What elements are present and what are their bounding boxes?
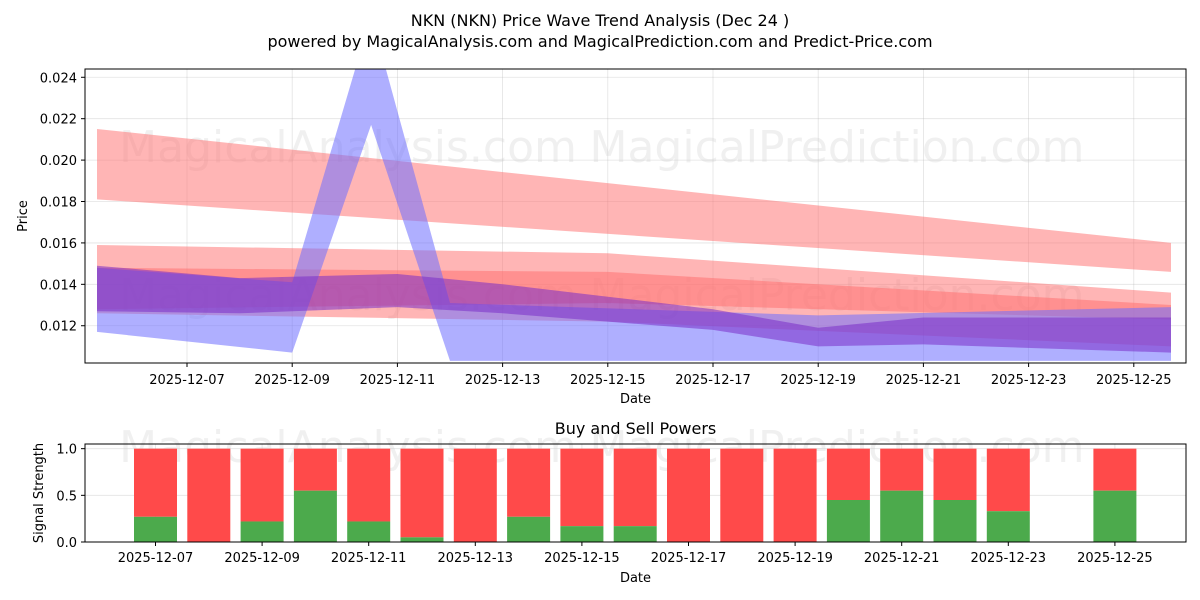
x-tick-label: 2025-12-09 <box>224 551 300 566</box>
x-tick-label: 2025-12-15 <box>544 551 620 566</box>
buy-bar <box>400 537 444 542</box>
sell-bar <box>1093 448 1137 491</box>
x-tick-label: 2025-12-21 <box>864 551 940 566</box>
y-tick-label: 0.020 <box>40 154 77 169</box>
buy-bar <box>880 490 924 542</box>
sell-bar <box>134 448 177 517</box>
wave-band-red-wave-upper <box>97 129 1171 272</box>
x-tick-label: 2025-12-19 <box>757 551 833 566</box>
x-tick-label: 2025-12-07 <box>118 551 194 566</box>
buy-sell-panel: MagicalAnalysis.com MagicalPrediction.com… <box>32 419 1187 586</box>
buy-bar <box>293 490 337 542</box>
y-axis-title: Signal Strength <box>32 443 47 543</box>
buy-bar <box>933 500 977 542</box>
wave-bands <box>97 69 1171 361</box>
x-tick-label: 2025-12-23 <box>971 551 1047 566</box>
y-tick-label: 0.014 <box>40 278 77 293</box>
sell-bar <box>293 448 337 491</box>
sell-bar <box>933 448 977 500</box>
x-tick-label: 2025-12-13 <box>438 551 514 566</box>
x-tick-label: 2025-12-09 <box>254 373 330 388</box>
buy-bar <box>560 526 604 542</box>
y-tick-label: 0.018 <box>40 196 77 211</box>
x-axis-title: Date <box>620 392 651 407</box>
x-tick-label: 2025-12-11 <box>360 373 436 388</box>
sell-bar <box>773 448 817 542</box>
x-tick-label: 2025-12-13 <box>465 373 541 388</box>
sell-bar <box>560 448 604 527</box>
x-tick-label: 2025-12-17 <box>651 551 727 566</box>
sell-bar <box>720 448 764 542</box>
y-tick-label: 0.022 <box>40 113 77 128</box>
y-tick-label: 0.0 <box>56 536 77 551</box>
sell-bar <box>453 448 497 542</box>
sell-bar <box>667 448 710 542</box>
sell-bar <box>826 448 870 500</box>
x-tick-label: 2025-12-11 <box>331 551 407 566</box>
price-wave-panel: MagicalAnalysis.comMagicalPrediction.com… <box>16 68 1187 407</box>
sell-bar <box>347 448 391 522</box>
buy-bar <box>347 521 391 542</box>
x-tick-label: 2025-12-25 <box>1096 373 1172 388</box>
y-tick-label: 1.0 <box>56 443 77 458</box>
buy-bar <box>1093 490 1137 542</box>
sell-bar <box>986 448 1030 512</box>
plot-frame <box>84 443 1187 543</box>
y-tick-label: 0.024 <box>40 71 77 86</box>
x-tick-label: 2025-12-21 <box>886 373 962 388</box>
buy-bar <box>826 500 870 542</box>
x-tick-label: 2025-12-15 <box>570 373 646 388</box>
wave-band-purple-wave <box>97 265 1171 353</box>
sell-bar <box>187 448 231 542</box>
x-tick-label: 2025-12-25 <box>1077 551 1153 566</box>
chart-title: NKN (NKN) Price Wave Trend Analysis (Dec… <box>411 11 790 30</box>
y-tick-label: 0.016 <box>40 237 77 252</box>
sell-bar <box>240 448 284 522</box>
plot-frame <box>84 68 1187 364</box>
y-tick-label: 0.012 <box>40 320 77 335</box>
buy-bar <box>986 511 1030 542</box>
sell-bar <box>507 448 551 517</box>
sell-bar <box>880 448 924 491</box>
watermark-text: MagicalPrediction.com <box>590 122 1085 173</box>
buy-bar <box>134 516 177 542</box>
sell-bar <box>613 448 657 527</box>
bottom-chart-title: Buy and Sell Powers <box>555 419 717 438</box>
x-axis-title: Date <box>620 571 651 586</box>
buy-bar <box>507 516 551 542</box>
y-axis-title: Price <box>16 200 31 232</box>
buy-bar <box>613 526 657 542</box>
x-tick-label: 2025-12-07 <box>149 373 225 388</box>
sell-bar <box>400 448 444 538</box>
chart-subtitle: powered by MagicalAnalysis.com and Magic… <box>267 32 932 51</box>
x-tick-label: 2025-12-19 <box>780 373 856 388</box>
y-tick-label: 0.5 <box>56 489 77 504</box>
x-tick-label: 2025-12-23 <box>991 373 1067 388</box>
buy-bar <box>240 521 284 542</box>
x-tick-label: 2025-12-17 <box>675 373 751 388</box>
